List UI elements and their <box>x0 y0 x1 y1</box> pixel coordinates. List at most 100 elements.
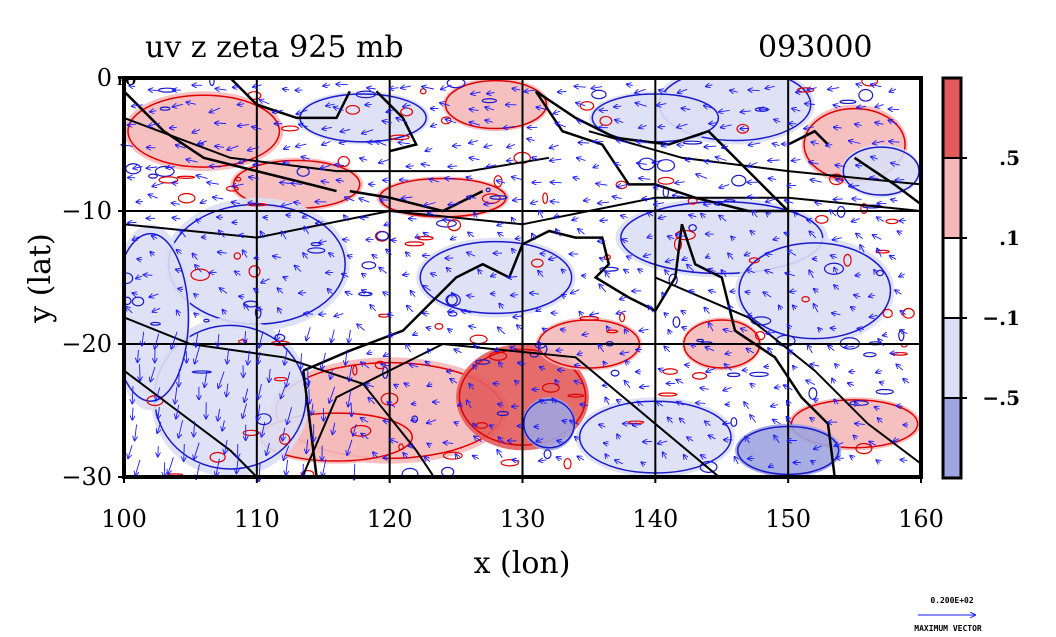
wind-vector <box>870 315 878 317</box>
zeta-contour <box>839 99 857 105</box>
wind-vector <box>615 120 624 123</box>
wind-vector <box>766 199 776 202</box>
wind-vector <box>807 220 813 221</box>
wind-vector <box>299 124 308 126</box>
wind-vector <box>447 268 451 272</box>
wind-vector <box>248 350 250 364</box>
wind-vector <box>470 109 479 110</box>
wind-vector <box>665 270 669 275</box>
wind-vector <box>353 424 356 436</box>
wind-vector <box>133 167 143 169</box>
wind-vector <box>226 383 228 397</box>
wind-vector <box>551 182 562 183</box>
wind-vector <box>156 387 161 401</box>
wind-vector <box>658 441 668 444</box>
wind-vector <box>903 379 910 383</box>
wind-vector <box>424 233 430 237</box>
wind-vector <box>469 141 479 144</box>
wind-vector <box>345 197 355 201</box>
wind-vector <box>532 157 539 159</box>
colorbar-label: .1 <box>999 226 1020 250</box>
zeta-contour <box>749 371 769 378</box>
wind-vector <box>150 366 156 382</box>
wind-vector <box>425 148 433 151</box>
wind-vector <box>427 420 437 423</box>
wind-vector <box>854 295 861 297</box>
zeta-contour <box>541 382 560 393</box>
wind-vector <box>536 309 541 312</box>
wind-vector <box>878 203 887 204</box>
wind-vector <box>605 272 609 279</box>
wind-vector <box>186 159 198 162</box>
zeta-contour <box>485 187 491 193</box>
wind-vector <box>360 158 368 160</box>
wind-vector <box>253 164 260 165</box>
coastline <box>124 78 921 477</box>
wind-vector <box>682 258 688 260</box>
wind-vector <box>779 306 782 311</box>
wind-vector <box>644 254 652 256</box>
wind-vector <box>144 275 153 276</box>
wind-vectors <box>122 84 910 481</box>
wind-vector <box>490 425 494 427</box>
zeta-contour <box>688 224 697 232</box>
wind-vector <box>855 424 865 425</box>
wind-vector <box>213 197 224 199</box>
wind-vector <box>445 178 456 179</box>
wind-vector <box>706 256 710 258</box>
zeta-contour <box>235 176 242 182</box>
wind-vector <box>361 418 369 423</box>
wind-vector <box>277 288 284 294</box>
wind-vector <box>748 162 758 167</box>
zeta-contour <box>131 296 145 307</box>
wind-vector <box>401 86 411 88</box>
wind-vector <box>448 329 452 332</box>
wind-vector <box>858 328 864 329</box>
wind-vector <box>666 259 675 262</box>
wind-vector <box>790 291 797 292</box>
wind-vector <box>157 421 162 433</box>
wind-vector <box>239 159 249 163</box>
wind-vector <box>677 402 684 405</box>
wind-vector <box>662 143 670 146</box>
wind-vector <box>391 240 397 241</box>
wind-vector <box>499 304 503 309</box>
wind-vector <box>326 104 335 106</box>
wind-vector <box>638 402 644 406</box>
wind-vector <box>423 313 430 314</box>
wind-vector <box>673 195 684 196</box>
wind-vector <box>427 444 431 446</box>
wind-vector <box>322 141 331 145</box>
wind-vector <box>614 163 622 165</box>
wind-vector <box>210 272 217 273</box>
wind-vector <box>470 158 480 160</box>
zeta-contour <box>754 331 766 341</box>
wind-vector <box>728 253 734 260</box>
wind-vector <box>367 88 376 89</box>
wind-vector <box>641 462 645 465</box>
wind-vector <box>563 421 568 422</box>
wind-vector <box>370 305 377 312</box>
wind-vector <box>832 379 835 384</box>
wind-vector <box>706 85 713 87</box>
wind-vector <box>273 110 284 112</box>
wind-vector <box>856 84 863 86</box>
wind-vector <box>687 265 694 272</box>
wind-vector <box>579 312 582 316</box>
wind-vector <box>808 345 813 354</box>
coastline-segment <box>124 90 337 193</box>
wind-vector <box>512 460 520 461</box>
wind-vector <box>383 292 389 295</box>
wind-vector <box>626 361 629 365</box>
zeta-contour <box>619 312 626 323</box>
wind-vector <box>284 348 287 365</box>
wind-vector <box>664 313 667 316</box>
wind-vector <box>152 308 161 312</box>
wind-vector <box>283 89 290 90</box>
wind-vector <box>257 309 263 310</box>
wind-vector <box>448 204 460 205</box>
wind-vector <box>428 349 431 352</box>
wind-vector <box>550 159 562 161</box>
wind-vector <box>747 270 755 273</box>
zeta-contour <box>401 467 419 477</box>
